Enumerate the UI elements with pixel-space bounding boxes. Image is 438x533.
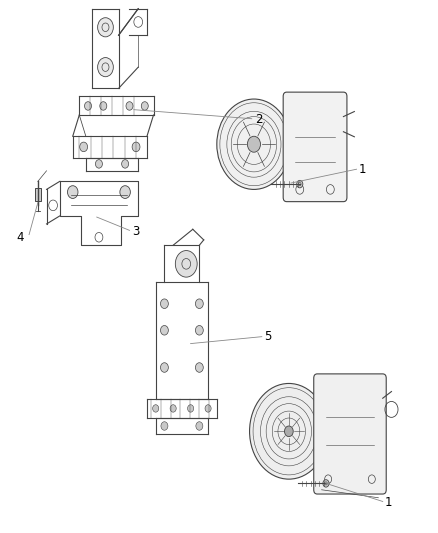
Circle shape: [120, 185, 131, 198]
Circle shape: [152, 405, 159, 412]
Circle shape: [67, 185, 78, 198]
Circle shape: [160, 326, 168, 335]
Text: 2: 2: [255, 114, 262, 126]
Circle shape: [80, 142, 88, 152]
Circle shape: [217, 99, 291, 189]
Text: 3: 3: [132, 225, 139, 238]
Circle shape: [98, 58, 113, 77]
Circle shape: [285, 426, 293, 437]
Circle shape: [205, 405, 211, 412]
Circle shape: [195, 326, 203, 335]
Circle shape: [196, 422, 203, 430]
Circle shape: [195, 363, 203, 372]
Circle shape: [323, 480, 329, 487]
Text: 4: 4: [17, 231, 24, 244]
Circle shape: [132, 142, 140, 152]
Circle shape: [100, 102, 107, 110]
Circle shape: [187, 405, 194, 412]
Circle shape: [141, 102, 148, 110]
Circle shape: [247, 136, 261, 152]
Circle shape: [161, 422, 168, 430]
Circle shape: [297, 180, 303, 188]
Circle shape: [122, 160, 129, 168]
FancyBboxPatch shape: [283, 92, 347, 201]
Circle shape: [85, 102, 92, 110]
Circle shape: [175, 251, 197, 277]
Circle shape: [250, 383, 328, 479]
Text: 1: 1: [385, 496, 392, 509]
Circle shape: [160, 363, 168, 372]
Polygon shape: [35, 188, 41, 201]
Circle shape: [160, 299, 168, 309]
Circle shape: [170, 405, 176, 412]
Circle shape: [126, 102, 133, 110]
FancyBboxPatch shape: [314, 374, 386, 494]
Text: 1: 1: [359, 163, 366, 176]
Circle shape: [95, 160, 102, 168]
Text: 5: 5: [264, 330, 272, 343]
Circle shape: [98, 18, 113, 37]
Circle shape: [195, 299, 203, 309]
